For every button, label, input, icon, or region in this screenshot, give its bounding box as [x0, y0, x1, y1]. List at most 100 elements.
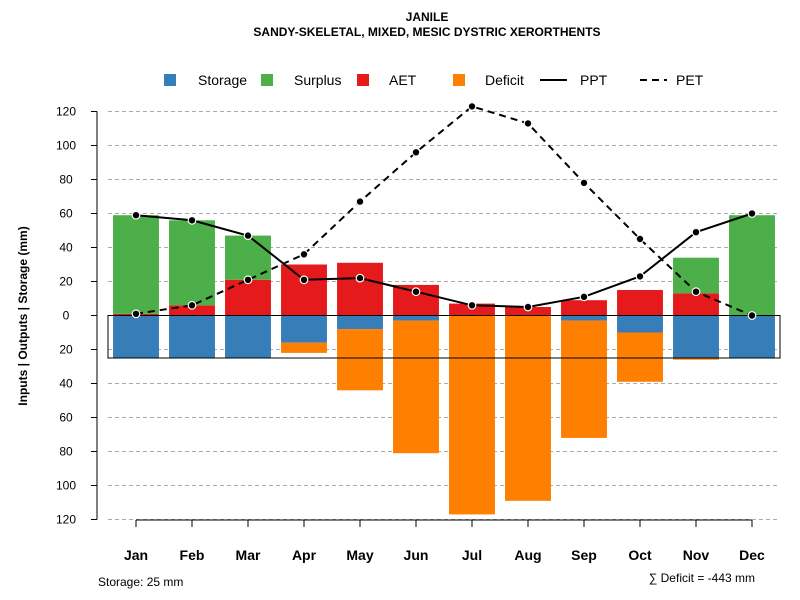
y-tick-label: 100 [56, 479, 76, 493]
legend-label-deficit: Deficit [485, 72, 524, 88]
pet-point-aug [523, 118, 533, 128]
y-axis-label: Inputs | Outputs | Storage (mm) [16, 226, 30, 405]
pet-point-jan [131, 309, 141, 319]
bar-surplus-jan [113, 215, 159, 314]
pet-point-jul [467, 101, 477, 111]
y-tick-label: 20 [59, 343, 73, 357]
chart-title: JANILE [406, 10, 449, 24]
lines [131, 101, 757, 320]
pet-point-oct [635, 234, 645, 244]
pet-point-apr [299, 249, 309, 259]
ppt-point-apr [299, 275, 309, 285]
y-tick-label: 40 [59, 377, 73, 391]
bar-storage-apr [281, 315, 327, 343]
legend: Storage Surplus AET Deficit PPT PET [164, 72, 704, 88]
legend-swatch-surplus [261, 74, 273, 86]
chart-subtitle: SANDY-SKELETAL, MIXED, MESIC DYSTRIC XER… [253, 25, 600, 39]
x-tick-label-oct: Oct [628, 547, 652, 563]
x-tick-label-feb: Feb [180, 547, 205, 563]
pet-point-dec [747, 311, 757, 320]
y-tick-label: 60 [59, 411, 73, 425]
legend-swatch-storage [164, 74, 176, 86]
y-tick-label: 40 [59, 241, 73, 255]
y-tick-label: 100 [56, 139, 76, 153]
x-tick-label-nov: Nov [683, 547, 710, 563]
ppt-line [135, 212, 753, 309]
y-tick-label: 60 [59, 207, 73, 221]
x-tick-label-aug: Aug [514, 547, 541, 563]
y-tick-label: 120 [56, 513, 76, 527]
y-tick-label: 0 [63, 309, 70, 323]
bar-storage-oct [617, 315, 663, 333]
bar-storage-sep [561, 315, 607, 321]
ppt-point-feb [187, 215, 197, 225]
pet-point-sep [579, 178, 589, 188]
ppt-point-mar [243, 231, 253, 241]
bar-deficit-may [337, 329, 383, 391]
y-tick-label: 80 [59, 445, 73, 459]
legend-swatch-aet [357, 74, 369, 86]
bar-storage-may [337, 315, 383, 330]
bar-aet-apr [281, 264, 327, 316]
bar-deficit-apr [281, 342, 327, 353]
pet-point-feb [187, 300, 197, 310]
x-tick-label-apr: Apr [292, 547, 317, 563]
bar-deficit-aug [505, 315, 551, 501]
bar-aet-oct [617, 290, 663, 316]
y-axis: 120 100 80 60 40 20 0 20 40 60 80 100 120 [56, 105, 98, 527]
legend-label-aet: AET [389, 72, 417, 88]
bar-deficit-sep [561, 320, 607, 438]
ppt-point-dec [747, 209, 757, 218]
bar-deficit-nov [673, 358, 719, 360]
bar-aet-mar [225, 279, 271, 316]
bar-storage-jun [393, 315, 439, 321]
ppt-point-sep [579, 292, 589, 302]
ppt-point-aug [523, 302, 533, 312]
x-tick-label-sep: Sep [571, 547, 597, 563]
ppt-point-may [355, 273, 365, 283]
bar-aet-sep [561, 300, 607, 316]
ppt-point-jul [467, 300, 477, 310]
pet-point-nov [691, 287, 701, 297]
bar-storage-mar [225, 315, 271, 358]
ppt-point-jun [411, 287, 421, 297]
pet-point-mar [243, 275, 253, 285]
legend-label-surplus: Surplus [294, 72, 341, 88]
pet-point-jun [411, 147, 421, 157]
x-tick-label-jun: Jun [404, 547, 429, 563]
bar-storage-dec [729, 315, 775, 358]
storage-note: Storage: 25 mm [98, 575, 183, 589]
bar-aet-nov [673, 293, 719, 316]
bar-storage-jan [113, 315, 159, 358]
x-tick-label-may: May [346, 547, 373, 563]
y-tick-label: 80 [59, 173, 73, 187]
bar-deficit-jun [393, 320, 439, 454]
bar-storage-nov [673, 315, 719, 358]
deficit-note: ∑ Deficit = -443 mm [649, 571, 755, 585]
x-tick-label-jul: Jul [462, 547, 482, 563]
legend-label-pet: PET [676, 72, 704, 88]
bar-aet-may [337, 262, 383, 316]
x-axis: Jan Feb Mar Apr May Jun Jul Aug Sep Oct Nov Dec [124, 519, 765, 563]
x-tick-label-dec: Dec [739, 547, 765, 563]
bar-aet-feb [169, 305, 215, 316]
bar-deficit-jul [449, 315, 495, 515]
ppt-point-oct [635, 272, 645, 281]
y-tick-label: 20 [59, 275, 73, 289]
x-tick-label-mar: Mar [236, 547, 261, 563]
ppt-point-nov [691, 227, 701, 237]
ppt-point-jan [131, 210, 141, 220]
bar-surplus-feb [169, 220, 215, 306]
bars [107, 215, 781, 515]
bar-deficit-oct [617, 332, 663, 382]
y-tick-label: 120 [56, 105, 76, 119]
bar-storage-feb [169, 315, 215, 358]
legend-swatch-deficit [453, 74, 465, 86]
legend-label-storage: Storage [198, 72, 247, 88]
legend-label-ppt: PPT [580, 72, 608, 88]
bar-surplus-dec [729, 215, 775, 316]
x-tick-label-jan: Jan [124, 547, 148, 563]
pet-point-may [355, 197, 365, 207]
